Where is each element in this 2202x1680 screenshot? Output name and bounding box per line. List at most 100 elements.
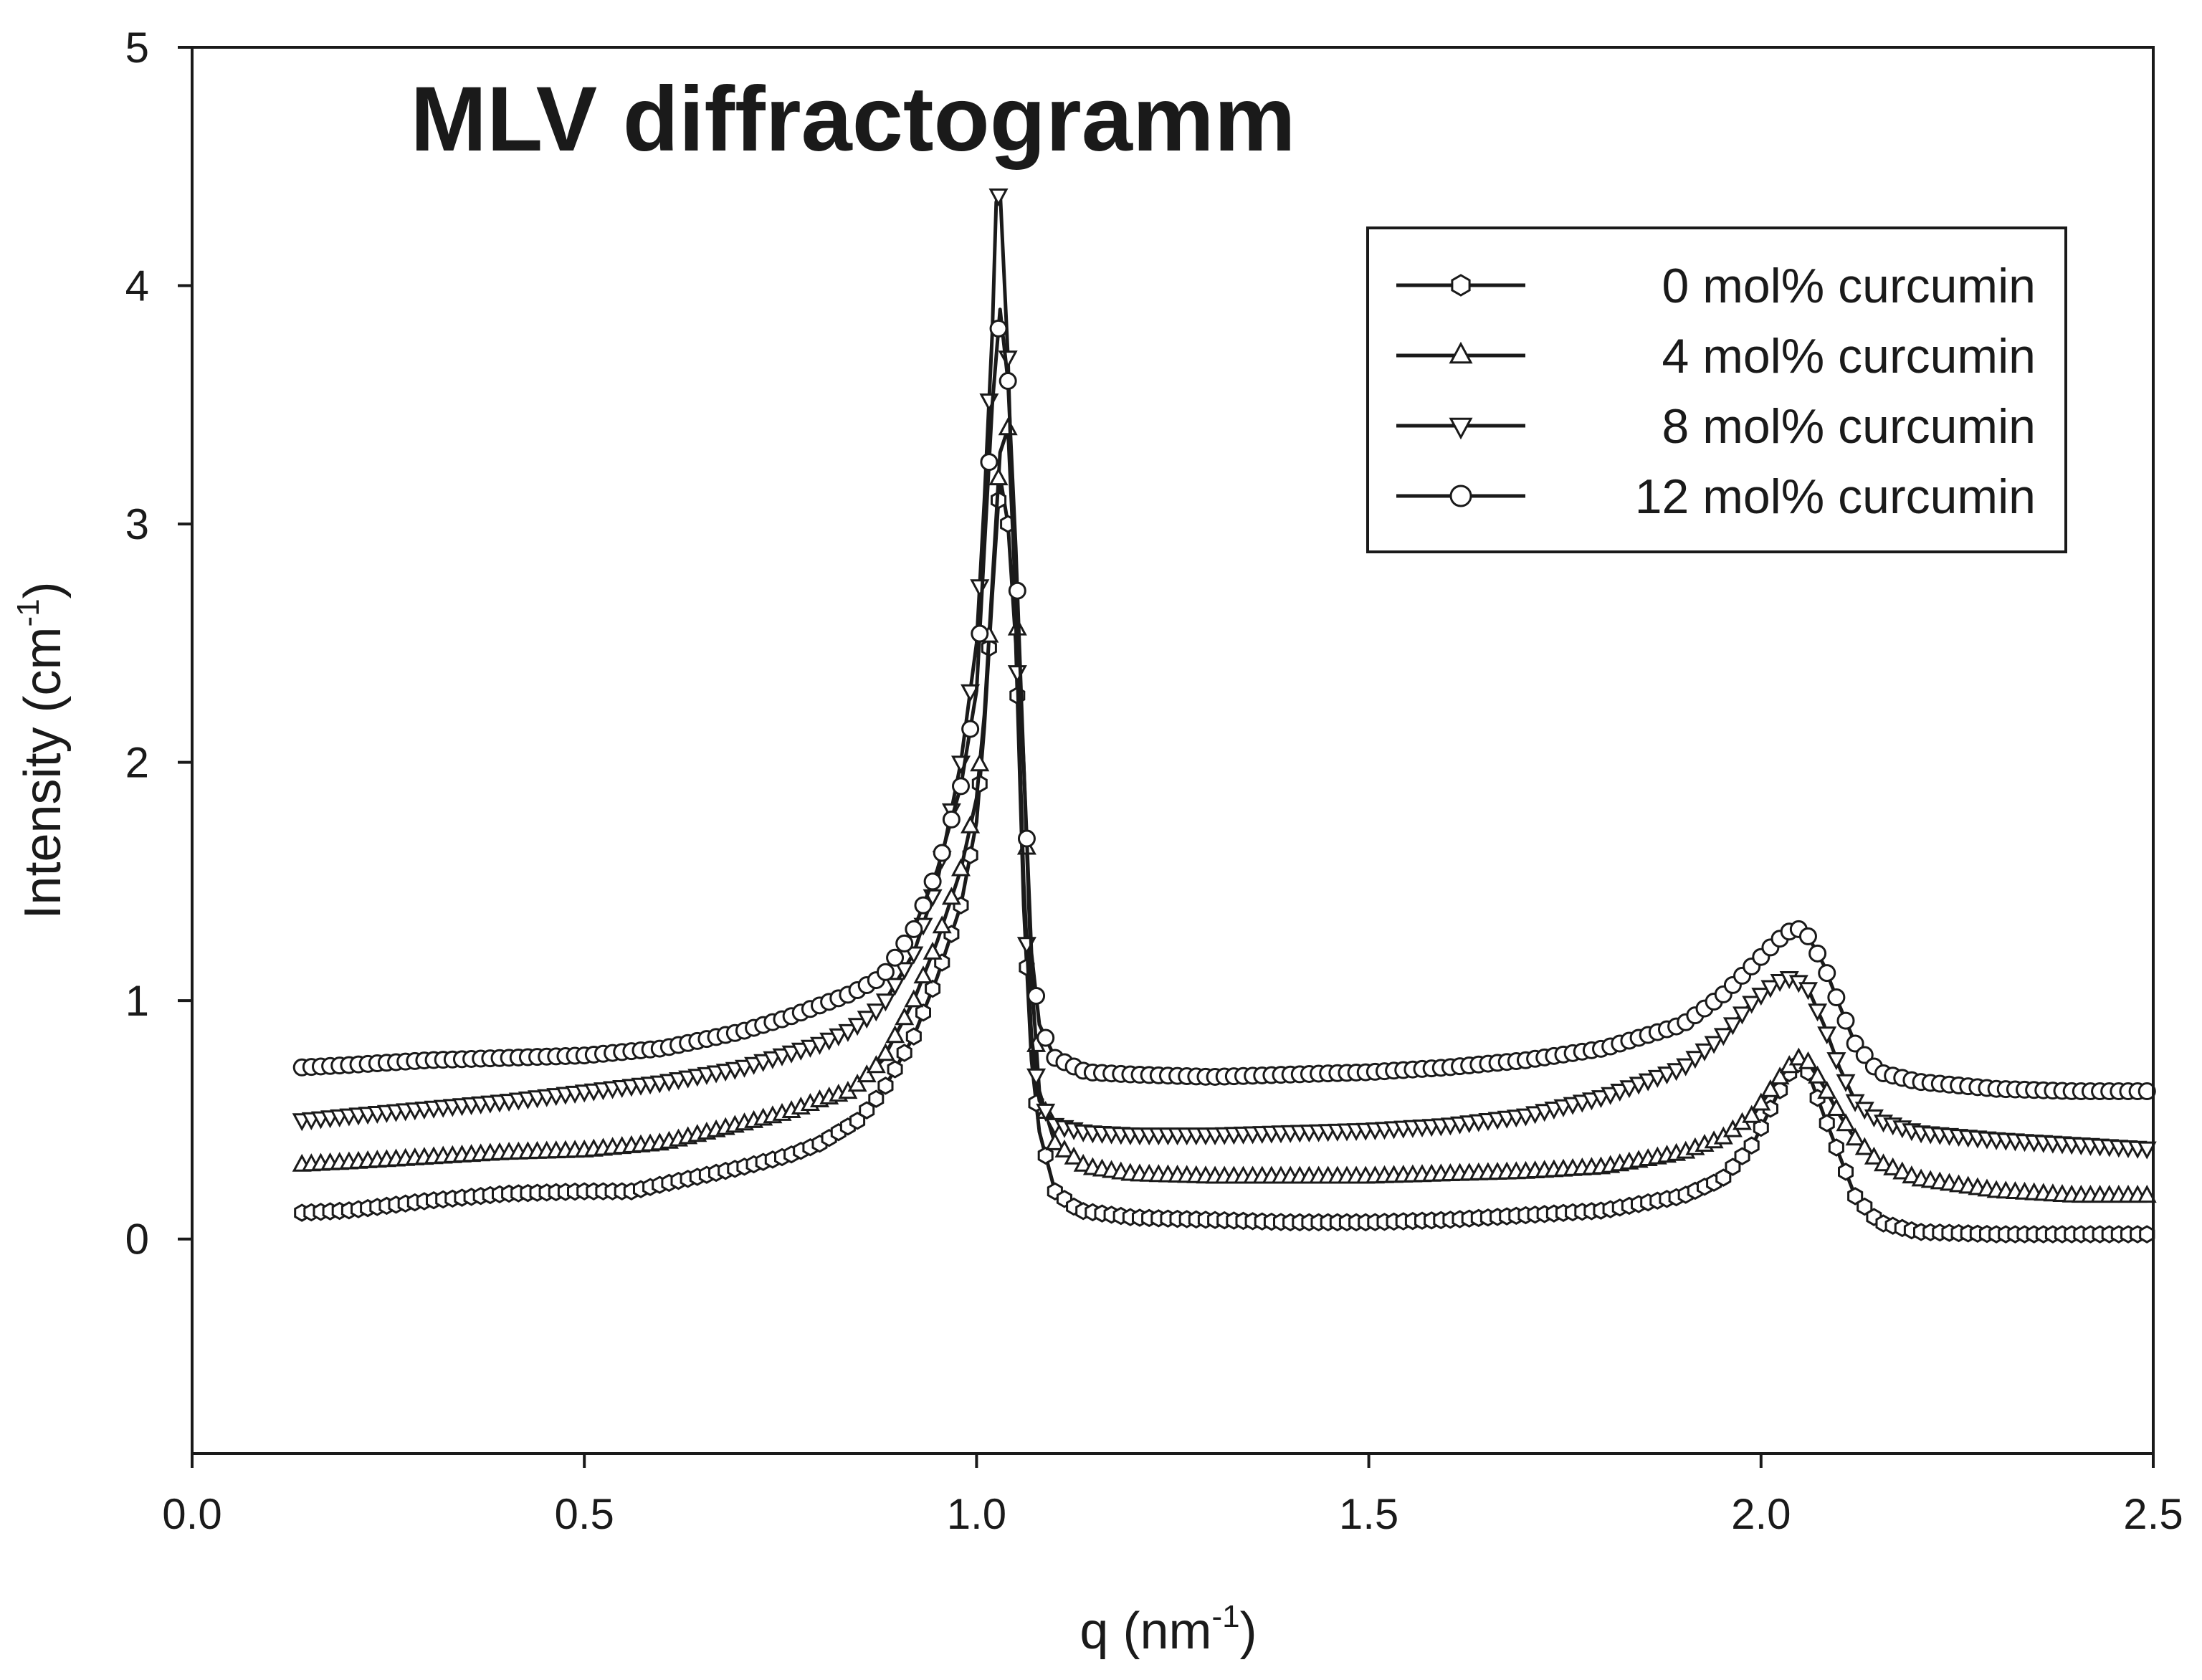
legend-label: 8 mol% curcumin [1662, 399, 2036, 454]
data-point [905, 1027, 922, 1046]
data-point [1854, 1137, 1874, 1155]
y-tick-label: 2 [125, 739, 149, 787]
data-point [868, 1089, 885, 1108]
data-point [1817, 1081, 1837, 1099]
data-point [1026, 1068, 1047, 1087]
data-point [1892, 1161, 1912, 1180]
data-point [1036, 1103, 1056, 1122]
legend-item: 12 mol% curcumin [1396, 469, 2036, 524]
data-point [1704, 1036, 1724, 1054]
data-point [895, 962, 915, 980]
data-point [1808, 1003, 1828, 1022]
data-point [1883, 1157, 1903, 1175]
data-point [1827, 988, 1846, 1007]
data-point [923, 872, 942, 891]
data-point [942, 810, 961, 829]
data-point [1054, 1139, 1074, 1158]
data-point [2139, 1225, 2155, 1244]
data-point [1027, 987, 1046, 1006]
data-point [885, 1025, 905, 1044]
x-axis-label-close: ) [1240, 1603, 1257, 1660]
data-point [885, 978, 905, 996]
data-point [1676, 1058, 1696, 1077]
data-point [952, 777, 971, 796]
data-point [904, 946, 924, 965]
x-tick-label: 0.0 [162, 1490, 221, 1538]
data-point [1808, 1065, 1828, 1084]
data-point [857, 1064, 877, 1083]
data-point [1742, 996, 1762, 1014]
data-point [1610, 1084, 1630, 1102]
x-axis-label-base: q (nm [1079, 1603, 1211, 1660]
data-point [1667, 1063, 1687, 1082]
data-point [1818, 964, 1836, 983]
legend-label: 0 mol% curcumin [1662, 259, 2036, 313]
data-point [961, 720, 980, 738]
data-point [915, 1003, 931, 1022]
data-point [933, 844, 951, 862]
data-point [1743, 1136, 1760, 1155]
series-2 [292, 188, 2157, 1160]
x-tick-label: 2.5 [2123, 1490, 2183, 1538]
data-point [1838, 1163, 1854, 1181]
data-point [971, 624, 989, 643]
series-1 [292, 417, 2157, 1203]
data-point [2137, 1082, 2156, 1101]
y-tick-label: 0 [125, 1216, 149, 1264]
data-point [1732, 1006, 1753, 1025]
legend: 0 mol% curcumin 4 mol% curcumin 8 mol% cur… [1366, 226, 2067, 553]
data-point [1619, 1080, 1639, 1099]
data-point [1826, 1052, 1846, 1071]
data-point [829, 1028, 849, 1046]
data-point [1638, 1073, 1658, 1092]
data-point [1770, 1066, 1790, 1085]
x-axis-label: q (nm-1) [1079, 1599, 1257, 1660]
data-point [1629, 1077, 1649, 1095]
legend-marker [1449, 341, 1473, 364]
data-point [1591, 1090, 1611, 1109]
data-point [913, 965, 933, 984]
data-point [1017, 829, 1036, 848]
data-point [1073, 1153, 1093, 1172]
data-point [1873, 1153, 1894, 1172]
chart-title: MLV diffractogramm [410, 68, 1295, 171]
data-point [847, 1018, 867, 1036]
axes: 0.0 0.5 1.0 1.5 2.0 2.5 0 1 2 3 4 5 [125, 24, 2183, 1538]
data-point [905, 920, 923, 938]
x-tick-label: 2.0 [1731, 1490, 1791, 1538]
data-point [847, 1074, 867, 1092]
y-tick-label: 4 [125, 262, 149, 310]
data-point [914, 896, 933, 915]
legend-item: 0 mol% curcumin [1396, 259, 2036, 313]
data-point [857, 1011, 877, 1029]
legend-box [1366, 226, 2067, 553]
y-axis-label-close: ) [14, 581, 72, 598]
data-point [1685, 1051, 1705, 1069]
data-point [877, 1077, 894, 1095]
data-point [1751, 1092, 1771, 1111]
legend-marker [1449, 417, 1473, 440]
x-axis-label-sup: -1 [1211, 1599, 1239, 1634]
data-point [819, 1032, 839, 1051]
data-point [1036, 1028, 1055, 1047]
x-tick-label: 0.5 [554, 1490, 614, 1538]
y-axis-label: Intensity (cm-1) [11, 581, 72, 919]
x-tick-label: 1.0 [947, 1490, 1006, 1538]
data-point [961, 815, 981, 834]
data-point [1864, 1146, 1884, 1165]
data-point [866, 1003, 886, 1022]
data-point [1836, 1113, 1856, 1132]
data-point [1760, 980, 1781, 998]
data-point [1819, 1114, 1835, 1132]
data-point [1601, 1087, 1621, 1105]
data-point [886, 948, 905, 967]
data-point [1798, 982, 1819, 1001]
data-point [932, 915, 952, 934]
data-point [1847, 1187, 1864, 1206]
data-point [941, 887, 961, 905]
data-point [904, 989, 924, 1008]
data-point [866, 1055, 886, 1074]
data-point [2137, 1141, 2157, 1160]
data-point [1808, 944, 1827, 963]
